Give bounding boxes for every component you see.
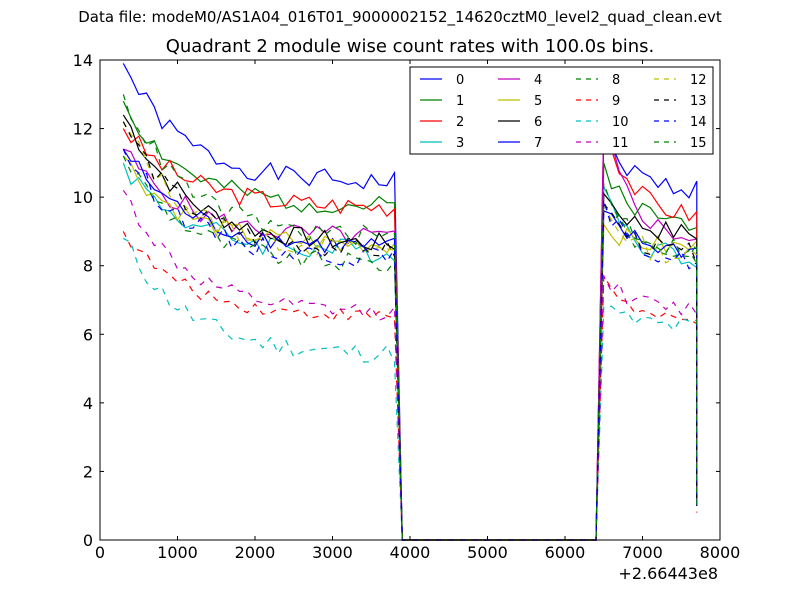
legend-label-14: 14 (690, 115, 707, 130)
x-tick-label: 7000 (622, 543, 663, 562)
axis-layer: 0 1000 2000 3000 4000 5000 6000 7000 80000246810… (73, 51, 741, 562)
series-layer (122, 63, 698, 541)
x-tick-label: 8000 (700, 543, 741, 562)
x-tick-label: 4000 (390, 543, 431, 562)
legend-label-3: 3 (456, 136, 464, 151)
series-line-11 (122, 189, 698, 541)
chart-title: Quadrant 2 module wise count rates with … (165, 36, 655, 57)
series-line-15 (122, 94, 698, 541)
legend-label-6: 6 (534, 115, 542, 130)
y-tick-label: 12 (73, 120, 93, 139)
y-tick-label: 10 (73, 188, 93, 207)
series-line-14 (122, 148, 698, 541)
y-tick-label: 2 (83, 462, 93, 481)
y-tick-label: 14 (73, 51, 93, 70)
y-tick-label: 8 (83, 257, 93, 276)
x-offset-label: +2.66443e8 (618, 564, 718, 583)
legend-label-13: 13 (690, 94, 707, 109)
series-line-7 (122, 148, 698, 541)
x-tick-label: 1000 (157, 543, 198, 562)
x-tick-label: 3000 (312, 543, 353, 562)
legend-label-12: 12 (690, 73, 707, 88)
legend-label-10: 10 (612, 115, 629, 130)
series-line-1 (122, 100, 698, 541)
series-line-8 (122, 155, 698, 541)
y-tick-label: 6 (83, 325, 93, 344)
series-line-2 (122, 121, 698, 541)
x-tick-label: 2000 (235, 543, 276, 562)
legend-label-8: 8 (612, 73, 620, 88)
legend-label-4: 4 (534, 73, 542, 88)
y-tick-label: 4 (83, 394, 93, 413)
legend-label-0: 0 (456, 73, 464, 88)
x-tick-label: 6000 (545, 543, 586, 562)
legend-box (409, 66, 714, 155)
legend-label-7: 7 (534, 136, 542, 151)
legend-label-1: 1 (456, 94, 464, 109)
legend-label-2: 2 (456, 115, 464, 130)
legend-label-5: 5 (534, 94, 542, 109)
legend-label-11: 11 (612, 136, 629, 151)
series-line-3 (122, 162, 698, 541)
series-line-0 (122, 63, 698, 541)
series-line-6 (122, 114, 698, 541)
data-file-label: Data file: modeM0/AS1A04_016T01_90000021… (78, 8, 722, 26)
legend-label-15: 15 (690, 136, 707, 151)
x-tick-label: 5000 (467, 543, 508, 562)
x-tick-label: 0 (95, 543, 105, 562)
series-line-10 (123, 237, 698, 541)
legend-label-9: 9 (612, 94, 620, 109)
y-tick-label: 0 (83, 531, 93, 550)
